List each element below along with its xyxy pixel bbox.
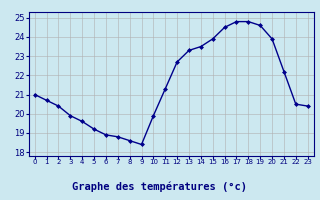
Text: Graphe des températures (°c): Graphe des températures (°c): [73, 182, 247, 192]
